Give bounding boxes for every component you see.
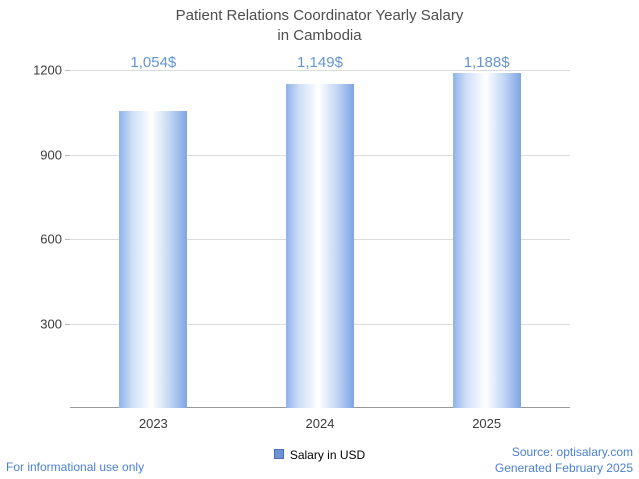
y-tickmark-1200 <box>65 70 70 71</box>
value-label-2024: 1,149$ <box>297 54 343 71</box>
bar-2024 <box>286 84 354 408</box>
chart-title-line2: in Cambodia <box>277 26 362 44</box>
value-label-2025: 1,188$ <box>463 54 510 71</box>
chart-title-line1: Patient Relations Coordinator Yearly Sal… <box>175 7 464 24</box>
legend-label: Salary in USD <box>289 448 366 462</box>
bar-2023 <box>119 111 188 408</box>
source-link[interactable]: Source: optisalary.com <box>511 445 633 460</box>
value-label-2023: 1,054$ <box>130 54 177 71</box>
chart-title: Patient Relations Coordinator Yearly Sal… <box>0 6 639 45</box>
bar-2025 <box>452 73 521 408</box>
legend: Salary in USD <box>0 447 639 462</box>
y-tick-label-900: 900 <box>40 147 62 162</box>
x-axis-label-2024: 2024 <box>305 416 335 431</box>
y-tickmark-300 <box>65 323 70 325</box>
y-tick-label-600: 600 <box>40 231 62 247</box>
disclaimer-text: For informational use only <box>6 460 145 474</box>
x-axis-label-2023: 2023 <box>138 416 168 431</box>
footer-right: Source: optisalary.com Generated Februar… <box>495 445 633 476</box>
legend-swatch-icon <box>273 449 284 459</box>
plot-area: 300 600 900 1200 1,054$ 2023 1,149$ 2024 1,188$ 2… <box>33 54 570 431</box>
y-tickmark-900 <box>65 154 70 156</box>
gridline-1200 <box>70 70 570 71</box>
generated-date: Generated February 2025 <box>494 460 633 475</box>
y-tick-label-300: 300 <box>40 316 62 331</box>
y-tick-label-1200: 1200 <box>33 62 62 78</box>
x-axis-label-2025: 2025 <box>472 416 502 431</box>
y-tickmark-600 <box>65 239 70 240</box>
